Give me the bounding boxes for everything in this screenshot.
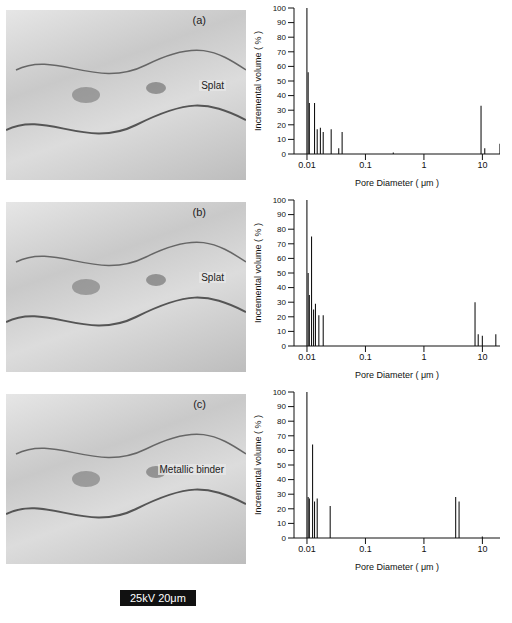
svg-text:40: 40 xyxy=(277,475,286,484)
svg-text:10: 10 xyxy=(277,519,286,528)
svg-text:10: 10 xyxy=(477,544,487,554)
svg-text:10: 10 xyxy=(477,160,487,170)
svg-text:0.01: 0.01 xyxy=(298,352,316,362)
svg-text:0: 0 xyxy=(282,150,287,159)
svg-text:90: 90 xyxy=(277,402,286,411)
html-text:Splat: Splat xyxy=(201,272,224,283)
svg-text:30: 30 xyxy=(277,490,286,499)
svg-text:60: 60 xyxy=(277,254,286,263)
svg-text:100: 100 xyxy=(273,4,287,13)
svg-text:0.01: 0.01 xyxy=(298,544,316,554)
svg-text:70: 70 xyxy=(277,48,286,57)
svg-text:100: 100 xyxy=(273,388,287,397)
svg-text:10: 10 xyxy=(477,352,487,362)
svg-text:80: 80 xyxy=(277,33,286,42)
svg-text:80: 80 xyxy=(277,417,286,426)
html-text:Splat: Splat xyxy=(201,80,224,91)
svg-text:60: 60 xyxy=(277,446,286,455)
svg-text:50: 50 xyxy=(277,461,286,470)
svg-text:30: 30 xyxy=(277,298,286,307)
svg-text:70: 70 xyxy=(277,432,286,441)
html-text:25kV 20μm: 25kV 20μm xyxy=(130,592,186,604)
svg-text:0.01: 0.01 xyxy=(298,160,316,170)
svg-text:40: 40 xyxy=(277,91,286,100)
svg-text:0.1: 0.1 xyxy=(359,160,372,170)
svg-text:20: 20 xyxy=(277,313,286,322)
svg-text:100: 100 xyxy=(273,196,287,205)
svg-text:Pore Diameter ( μm ): Pore Diameter ( μm ) xyxy=(355,370,439,380)
svg-text:Pore Diameter ( μm ): Pore Diameter ( μm ) xyxy=(355,562,439,572)
svg-text:0: 0 xyxy=(282,534,287,543)
html-text:Metallic binder: Metallic binder xyxy=(159,464,224,475)
svg-text:Pore Diameter ( μm ): Pore Diameter ( μm ) xyxy=(355,178,439,188)
svg-text:90: 90 xyxy=(277,18,286,27)
svg-text:1: 1 xyxy=(421,544,426,554)
html-text:(b): (b) xyxy=(192,206,206,218)
svg-text:10: 10 xyxy=(277,327,286,336)
svg-text:1: 1 xyxy=(421,352,426,362)
svg-text:40: 40 xyxy=(277,283,286,292)
svg-text:20: 20 xyxy=(277,121,286,130)
svg-text:10: 10 xyxy=(277,135,286,144)
svg-text:Incremental volume ( % ): Incremental volume ( % ) xyxy=(253,415,263,515)
svg-text:30: 30 xyxy=(277,106,286,115)
svg-text:50: 50 xyxy=(277,77,286,86)
svg-text:0.1: 0.1 xyxy=(359,352,372,362)
svg-text:0.1: 0.1 xyxy=(359,544,372,554)
svg-text:1: 1 xyxy=(421,160,426,170)
svg-text:Incremental volume ( % ): Incremental volume ( % ) xyxy=(253,31,263,131)
svg-text:Incremental volume ( % ): Incremental volume ( % ) xyxy=(253,223,263,323)
svg-text:70: 70 xyxy=(277,240,286,249)
svg-text:50: 50 xyxy=(277,269,286,278)
svg-text:80: 80 xyxy=(277,225,286,234)
html-text:(a): (a) xyxy=(192,14,206,26)
svg-text:90: 90 xyxy=(277,210,286,219)
html-text:(c): (c) xyxy=(193,398,206,410)
svg-text:0: 0 xyxy=(282,342,287,351)
svg-text:20: 20 xyxy=(277,505,286,514)
svg-text:60: 60 xyxy=(277,62,286,71)
